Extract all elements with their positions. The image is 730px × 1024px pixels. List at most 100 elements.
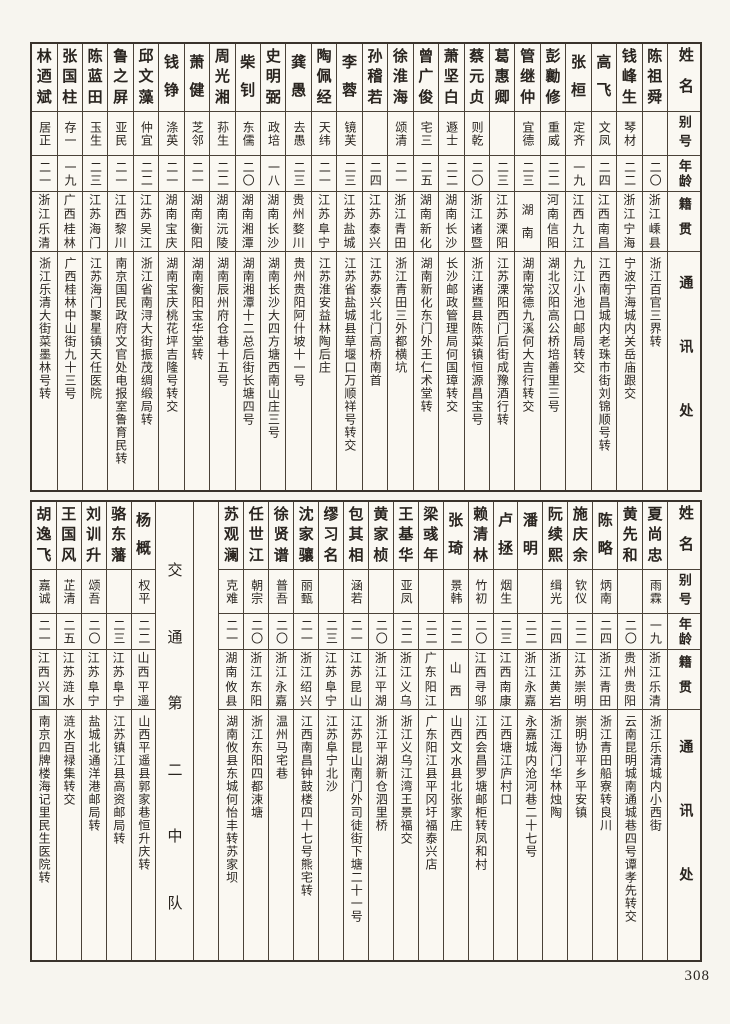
age-cell: 二四 [543, 614, 568, 650]
native-place-cell: 浙江乐清 [643, 650, 667, 710]
name-cell: 黄先和 [618, 502, 643, 570]
name-cell: 周光湘 [210, 44, 235, 112]
age-cell: 二一 [388, 156, 413, 192]
native-place-cell: 浙江绍兴 [294, 650, 319, 710]
native-place-cell: 江西南昌 [591, 192, 617, 252]
contact-cell: 广东阳江县平冈圩福泰兴店 [424, 715, 439, 871]
contact-cell: 盐城北通洋港邮局转 [86, 715, 101, 832]
entry-column: 彭勷修重威 二二河南信阳湖北汉阳高公桥培善里三号 [539, 44, 566, 490]
age-cell: 二二 [439, 156, 464, 192]
contact-cell: 江西会昌罗塘邮柜转凤和村 [473, 715, 488, 871]
alias-cell [518, 570, 543, 614]
native-place-cell: 贵州贵阳 [618, 650, 643, 710]
age-cell: 一九 [57, 156, 82, 192]
name-cell: 梁彧年 [418, 502, 443, 570]
alias-cell: 权平 [131, 570, 156, 614]
age-cell: 二一 [311, 156, 337, 192]
name-cell: 陈祖舜 [642, 44, 667, 112]
native-place-cell: 广西桂林 [57, 192, 82, 252]
name-cell: 萧健 [184, 44, 210, 112]
alias-cell: 文凤 [591, 112, 617, 156]
header-column-bottom: 姓名 别号 年龄 籍贯 通讯处 [667, 502, 700, 960]
native-place-cell: 河南信阳 [540, 192, 566, 252]
header-native: 籍贯 [668, 192, 700, 252]
contact-cell: 江苏泰兴北门高桥南首 [368, 257, 383, 387]
entry-column: 蔡元贞则乾 二〇浙江诸暨浙江诸暨县陈菜镇恒源昌宝号 [463, 44, 489, 490]
age-cell: 二三 [489, 156, 515, 192]
native-place-cell: 江苏吴江 [133, 192, 159, 252]
alias-cell [362, 112, 388, 156]
native-place-cell: 江西九江 [566, 192, 591, 252]
entry-column: 夏尚忠雨霖 一九浙江乐清浙江乐清城内小西街 [642, 502, 667, 960]
name-cell: 蔡元贞 [464, 44, 489, 112]
entry-column: 史明弼政培 一八湖南长沙湖南长沙大四方塘西南山庄三号 [260, 44, 286, 490]
entry-column: 孙稽若二四江苏泰兴江苏泰兴北门高桥南首 [361, 44, 388, 490]
contact-cell: 江苏省盐城县草堰口万顺祥号转交 [342, 257, 357, 452]
native-place-cell: 浙江义乌 [393, 650, 418, 710]
name-cell: 黄家桢 [368, 502, 393, 570]
entry-column: 陶佩经天纬 二一江苏阜宁江苏淮安益林陶后庄 [310, 44, 337, 490]
age-cell: 二四 [593, 614, 618, 650]
age-cell: 二二 [133, 156, 159, 192]
age-cell: 二一 [32, 156, 57, 192]
age-cell: 二〇 [468, 614, 493, 650]
alias-cell: 宅三 [413, 112, 439, 156]
age-cell: 二三 [106, 614, 131, 650]
entry-column: 张桓定齐 一九江西九江九江小池口邮局转交 [565, 44, 591, 490]
entry-column: 刘训升颂吾 二〇江苏阜宁盐城北通洋港邮局转 [80, 502, 106, 960]
entry-column: 梁彧年二二广东阳江广东阳江县平冈圩福泰兴店 [417, 502, 443, 960]
name-cell: 任世江 [244, 502, 269, 570]
entry-column: 沈家骧丽甄 二一浙江绍兴江西南昌钟鼓楼四十七号熊宅转 [293, 502, 319, 960]
alias-cell: 嘉诚 [31, 570, 56, 614]
age-cell: 二三 [286, 156, 311, 192]
native-place-cell: 江西黎川 [108, 192, 133, 252]
alias-cell [418, 570, 443, 614]
name-cell: 沈家骧 [294, 502, 319, 570]
contact-cell: 九江小池口邮局转交 [571, 257, 586, 374]
contact-cell: 浙江百官三界转 [648, 257, 663, 348]
native-place-cell: 湖南长沙 [439, 192, 464, 252]
native-place-cell: 湖南新化 [413, 192, 439, 252]
name-cell: 施庆余 [568, 502, 593, 570]
entry-column: 骆东藩二三江苏阜宁江苏镇江县高资邮局转 [105, 502, 131, 960]
header-column-top: 姓名 别号 年龄 籍贯 通讯处 [667, 44, 700, 490]
entry-column: 徐淮海颂清 二一浙江青田浙江青田三外都横坑 [387, 44, 413, 490]
alias-cell: 定齐 [566, 112, 591, 156]
contact-cell: 云南昆明城南通城巷四号谭孝先转交 [623, 715, 638, 923]
entry-column: 任世江朝宗 二〇浙江东阳浙江东阳四都涑塘 [243, 502, 269, 960]
native-place-cell: 浙江青田 [593, 650, 618, 710]
page-number: 308 [684, 968, 710, 984]
contact-cell: 江苏海门聚星镇天任医院 [88, 257, 103, 400]
directory-table-top: 姓名 别号 年龄 籍贯 通讯处 陈祖舜二〇浙江嵊县浙江百官三界转钱峰生琴材 二二浙… [30, 42, 702, 492]
name-cell: 王基华 [393, 502, 418, 570]
alias-cell: 荪生 [210, 112, 235, 156]
contact-cell: 湖南湘潭十二总后街长塘四号 [241, 257, 256, 426]
contact-cell: 江西南昌城内老珠市街刘锦顺号转 [597, 257, 612, 452]
name-cell: 葛惠卿 [489, 44, 515, 112]
entry-column: 陈祖舜二〇浙江嵊县浙江百官三界转 [641, 44, 667, 490]
alias-cell: 东儒 [235, 112, 260, 156]
contact-cell: 江苏淮安益林陶后庄 [317, 257, 332, 374]
age-cell: 二〇 [368, 614, 393, 650]
age-cell: 二〇 [464, 156, 489, 192]
entry-column: 钱铮涤英 二一湖南宝庆湖南宝庆桃花坪吉隆号转交 [158, 44, 184, 490]
contact-cell: 湖南常德九溪何大吉行转交 [520, 257, 535, 413]
entry-column: 黄先和二〇贵州贵阳云南昆明城南通城巷四号谭孝先转交 [617, 502, 643, 960]
alias-cell: 居正 [32, 112, 57, 156]
age-cell: 二五 [413, 156, 439, 192]
alias-cell [489, 112, 515, 156]
header-age-label: 年龄 [676, 616, 692, 647]
native-place-cell: 广东阳江 [418, 650, 443, 710]
alias-cell: 颂吾 [81, 570, 106, 614]
age-cell: 二一 [184, 156, 210, 192]
contact-cell: 温州马宅巷 [274, 715, 289, 780]
alias-cell: 竹初 [468, 570, 493, 614]
contact-cell: 涟水百禄集转交 [62, 715, 77, 806]
entry-column: 李蓉镜芙 二三江苏盐城江苏省盐城县草堰口万顺祥号转交 [336, 44, 362, 490]
contact-cell: 山西文水县北张家庄 [448, 715, 463, 832]
age-cell: 二二 [418, 614, 443, 650]
native-place-cell: 浙江乐清 [32, 192, 57, 252]
entry-column: 陈蓝田玉生 二三江苏海门江苏海门聚星镇天任医院 [81, 44, 108, 490]
alias-cell [106, 570, 131, 614]
name-cell: 管继仲 [515, 44, 540, 112]
